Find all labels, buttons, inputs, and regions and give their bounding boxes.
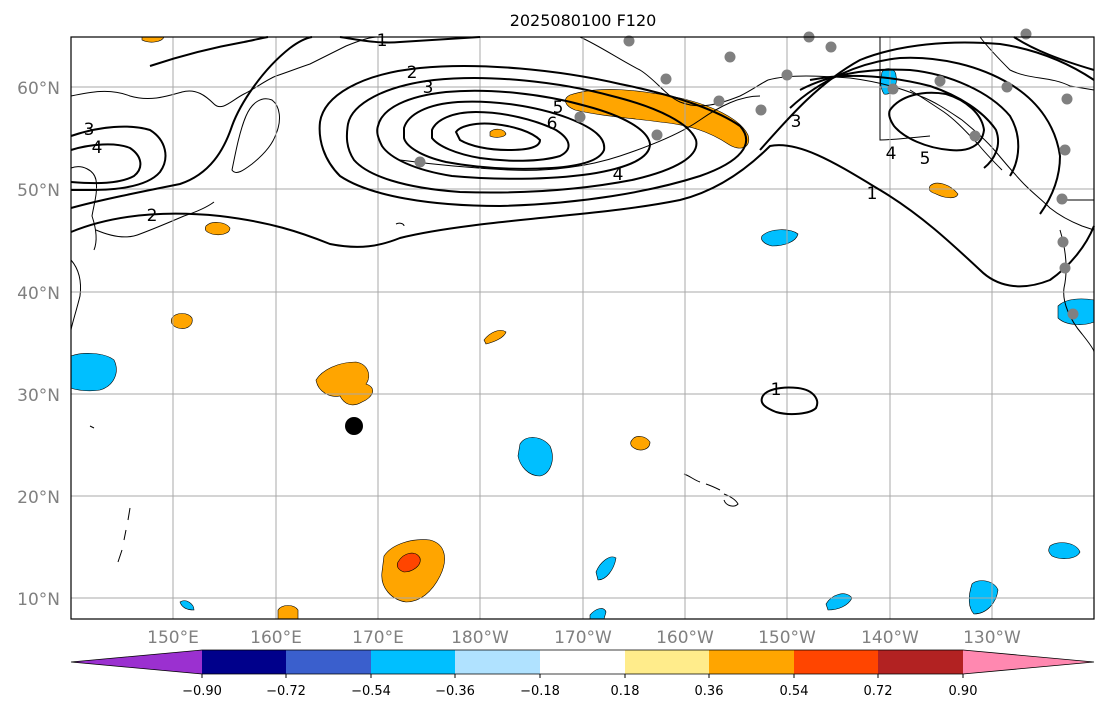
colorbar-tick-labels: −0.90 −0.72 −0.54 −0.36 −0.18 0.18 0.36 … <box>182 674 977 699</box>
colorbar-tick: −0.90 <box>182 684 222 699</box>
colorbar-extend-min <box>71 650 202 674</box>
colorbar-swatch <box>202 650 287 674</box>
station-dot <box>623 35 635 47</box>
lon-label: 160°W <box>656 628 714 648</box>
lon-label: 130°W <box>963 628 1021 648</box>
station-dot <box>969 130 981 142</box>
contour-label: 3 <box>84 120 95 140</box>
station-markers <box>414 28 1079 320</box>
colorbar-tick: 0.90 <box>949 684 978 699</box>
lon-label: 160°E <box>250 628 302 648</box>
station-dot <box>414 156 426 168</box>
contour-label: 4 <box>92 138 103 158</box>
contour-label: 3 <box>791 112 802 132</box>
colorbar-tick: −0.72 <box>266 684 306 699</box>
lon-label: 140°W <box>861 628 919 648</box>
map-panel: 3 4 2 1 2 3 5 6 4 3 4 5 1 1 <box>70 28 1095 620</box>
map-title: 2025080100 F120 <box>510 11 657 30</box>
station-dot <box>887 83 899 95</box>
station-dot <box>1067 308 1079 320</box>
lon-label: 170°W <box>554 628 612 648</box>
colorbar-swatch <box>371 650 456 674</box>
colorbar-swatch <box>709 650 795 674</box>
contour-label: 1 <box>771 380 782 400</box>
station-dot <box>825 41 837 53</box>
colorbar-tick: 0.72 <box>864 684 893 699</box>
station-dot <box>755 104 767 116</box>
longitude-labels: 150°E 160°E 170°E 180°W 170°W 160°W 150°… <box>147 628 1021 648</box>
lat-label: 50°N <box>17 181 60 201</box>
colorbar-swatch <box>455 650 541 674</box>
contour-lines <box>70 36 1095 416</box>
station-dot <box>1059 262 1071 274</box>
colorbar-tick: 0.36 <box>695 684 724 699</box>
lon-label: 150°W <box>758 628 816 648</box>
station-dot <box>781 69 793 81</box>
lat-label: 40°N <box>17 284 60 304</box>
contour-label: 6 <box>547 114 558 134</box>
colorbar-swatch <box>540 650 626 674</box>
contour-label: 5 <box>553 98 564 118</box>
latitude-labels: 60°N 50°N 40°N 30°N 20°N 10°N <box>17 79 60 610</box>
colorbar-tick: −0.54 <box>351 684 391 699</box>
colorbar-swatch <box>794 650 879 674</box>
contour-label-group: 3 4 2 1 2 3 5 6 4 3 4 5 1 1 <box>84 31 931 400</box>
station-dot <box>651 129 663 141</box>
station-dot <box>1020 28 1032 40</box>
lon-label: 170°E <box>352 628 404 648</box>
colorbar-tick: 0.54 <box>780 684 809 699</box>
station-dot <box>1059 144 1071 156</box>
graticule <box>71 37 1094 619</box>
station-dot <box>1061 93 1073 105</box>
contour-label: 2 <box>407 63 418 83</box>
storm-center-marker <box>345 417 363 435</box>
station-dot <box>934 75 946 87</box>
contour-label: 5 <box>920 149 931 169</box>
map-frame <box>70 36 1095 620</box>
colorbar-tick: 0.18 <box>611 684 640 699</box>
lon-label: 180°W <box>451 628 509 648</box>
station-dot <box>660 73 672 85</box>
lat-label: 10°N <box>17 590 60 610</box>
colorbar-tick: −0.36 <box>435 684 475 699</box>
contour-label: 4 <box>613 165 624 185</box>
lat-label: 60°N <box>17 79 60 99</box>
contour-label: 4 <box>886 144 897 164</box>
shaded-anomaly-regions <box>70 36 1095 620</box>
contour-label: 1 <box>377 31 388 51</box>
contour-label: 2 <box>147 206 158 226</box>
contour-label: 3 <box>423 78 434 98</box>
colorbar-swatch <box>878 650 964 674</box>
colorbar-tick: −0.18 <box>520 684 560 699</box>
lat-label: 20°N <box>17 488 60 508</box>
station-dot <box>724 51 736 63</box>
colorbar-extend-max <box>963 650 1094 674</box>
station-dot <box>713 95 725 107</box>
station-dot <box>1056 193 1068 205</box>
lon-label: 150°E <box>147 628 199 648</box>
station-dot <box>1001 81 1013 93</box>
lat-label: 30°N <box>17 386 60 406</box>
colorbar-swatch <box>625 650 710 674</box>
colorbar-swatch <box>286 650 372 674</box>
station-dot <box>1057 236 1069 248</box>
station-dot <box>574 111 586 123</box>
colorbar: −0.90 −0.72 −0.54 −0.36 −0.18 0.18 0.36 … <box>70 649 1095 699</box>
contour-label: 1 <box>867 184 878 204</box>
